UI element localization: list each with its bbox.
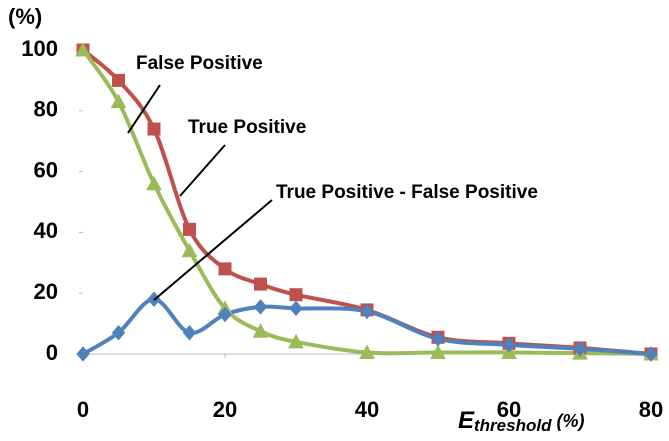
marker — [110, 93, 127, 109]
marker — [75, 41, 91, 57]
marker — [502, 337, 516, 353]
x-axis-label-main: E — [458, 407, 475, 434]
marker — [359, 344, 375, 359]
marker — [253, 299, 268, 315]
marker — [431, 331, 445, 347]
marker — [147, 122, 161, 136]
y-tick-label: 40 — [34, 218, 58, 243]
marker — [183, 222, 196, 236]
marker — [573, 341, 587, 357]
x-tick-label: 20 — [213, 397, 237, 422]
annotation: False Positive — [136, 53, 263, 74]
y-axis-label: (%) — [8, 4, 42, 29]
marker — [111, 324, 126, 341]
marker — [76, 346, 90, 362]
marker — [288, 333, 304, 349]
annotation-arrow — [127, 84, 161, 134]
marker — [252, 323, 269, 338]
marker — [644, 346, 658, 362]
annotation-arrow — [153, 199, 273, 301]
marker — [289, 300, 303, 317]
annotation-arrow — [179, 144, 226, 197]
x-axis-label-unit: (%) — [556, 411, 584, 431]
marker — [181, 242, 198, 258]
marker — [218, 262, 232, 276]
x-tick-label: 40 — [355, 397, 379, 422]
x-tick-label: 0 — [77, 397, 89, 422]
marker — [218, 306, 232, 323]
marker — [254, 277, 267, 291]
x-tick-label: 60 — [497, 397, 521, 422]
plot-area: 0 20 40 60 80 100 0 20 40 60 80 — [21, 36, 663, 422]
y-tick-label: 20 — [34, 279, 58, 304]
marker — [289, 288, 303, 302]
annotation: True Positive - False Positive — [276, 182, 538, 203]
x-axis-label-sub: threshold — [474, 416, 552, 435]
y-tick-label: 0 — [46, 340, 58, 365]
marker — [112, 73, 125, 87]
series-line — [81, 48, 652, 356]
y-tick-label: 100 — [21, 36, 58, 61]
marker — [430, 344, 446, 359]
x-axis-label: Ethreshold (%) — [458, 407, 584, 435]
marker — [182, 324, 197, 341]
x-tick-label: 80 — [639, 397, 663, 422]
y-tick-label: 60 — [34, 157, 58, 182]
y-tick-label: 80 — [34, 97, 58, 122]
marker — [360, 303, 374, 320]
annotation: True Positive — [188, 117, 306, 138]
marker — [146, 175, 162, 191]
